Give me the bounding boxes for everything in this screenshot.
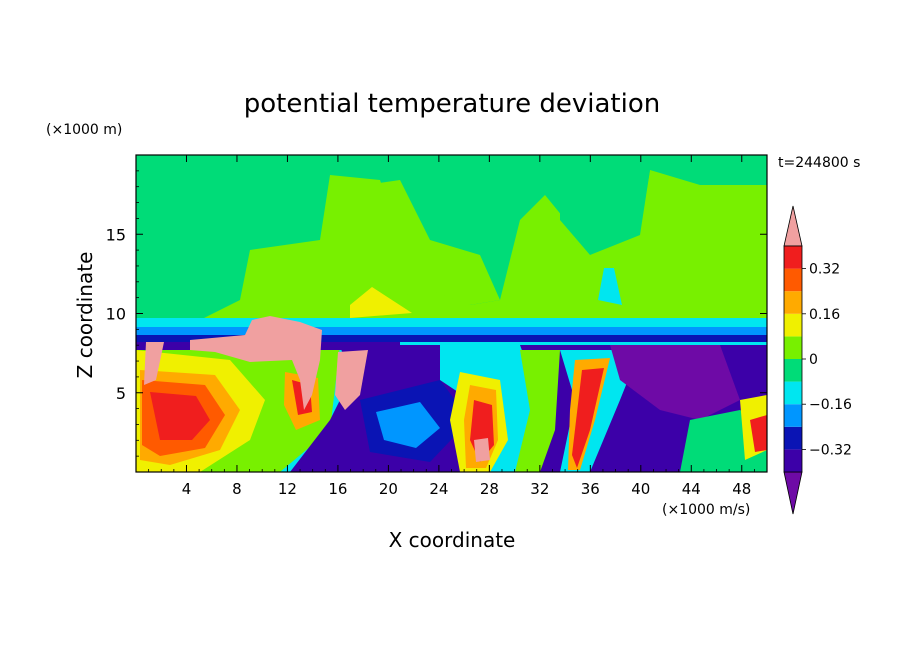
colorbar-swatch [784,313,802,337]
colorbar-label: −0.32 [809,442,852,458]
x-tick-label: 48 [732,480,751,498]
field-contour-19 [474,438,490,462]
colorbar-label: −0.16 [809,397,852,413]
x-unit-label: (×1000 m/s) [662,502,750,518]
x-tick-label: 44 [682,480,701,498]
colorbar-swatch [784,449,802,472]
x-tick-label: 8 [232,480,242,498]
colorbar-swatch [784,404,802,427]
field-band-2 [136,327,767,335]
chart-title: potential temperature deviation [244,89,660,119]
y-unit-label: (×1000 m) [46,122,122,138]
field-contour-23 [572,368,604,468]
colorbar-swatch [784,268,802,292]
y-axis-label: Z coordinate [73,252,97,379]
x-tick-label: 24 [429,480,448,498]
x-tick-label: 12 [278,480,297,498]
x-tick-label: 4 [182,480,192,498]
colorbar-label: 0.16 [809,307,840,323]
field-contour-2 [330,180,500,305]
field-contour-30 [144,342,164,385]
time-label: t=244800 s [778,155,860,171]
field-contour-9 [150,392,210,440]
x-axis-label: X coordinate [389,528,516,552]
x-tick-label: 28 [480,480,499,498]
field-contour-20 [515,350,560,472]
colorbar-swatch [784,426,802,450]
colorbar-extend-high [783,205,803,247]
field-contour-24 [610,345,740,420]
x-axis: 4 8 12 16 20 24 28 32 36 40 44 48 [148,155,755,498]
x-tick-label: 20 [379,480,398,498]
contour-field [136,155,767,472]
colorbar-label: 0 [809,352,818,368]
y-tick-label: 10 [106,305,126,324]
colorbar-swatch [784,381,802,405]
colorbar-swatch [784,359,802,382]
colorbar-swatch [784,246,802,269]
field-contour-14 [376,402,440,448]
colorbar-label: 0.32 [809,262,840,278]
field-band-1 [136,318,767,327]
field-contour-3 [350,287,412,318]
colorbar-swatch [784,336,802,359]
colorbar: 0.32 0.16 0 −0.16 −0.32 [783,205,852,515]
field-contour-27 [750,415,767,452]
x-tick-label: 32 [530,480,549,498]
field-contour-31 [335,350,368,410]
field-contour-4 [598,268,622,305]
colorbar-extend-low [783,471,803,515]
y-tick-label: 15 [106,225,126,244]
x-tick-label: 40 [631,480,650,498]
y-axis: 5 10 15 [106,170,767,457]
x-tick-label: 36 [581,480,600,498]
colorbar-swatch [784,291,802,314]
field-contour-1 [560,170,650,255]
field-contour-29 [190,316,322,410]
x-tick-label: 16 [328,480,347,498]
y-tick-label: 5 [116,384,126,403]
field-band-3 [136,335,767,342]
